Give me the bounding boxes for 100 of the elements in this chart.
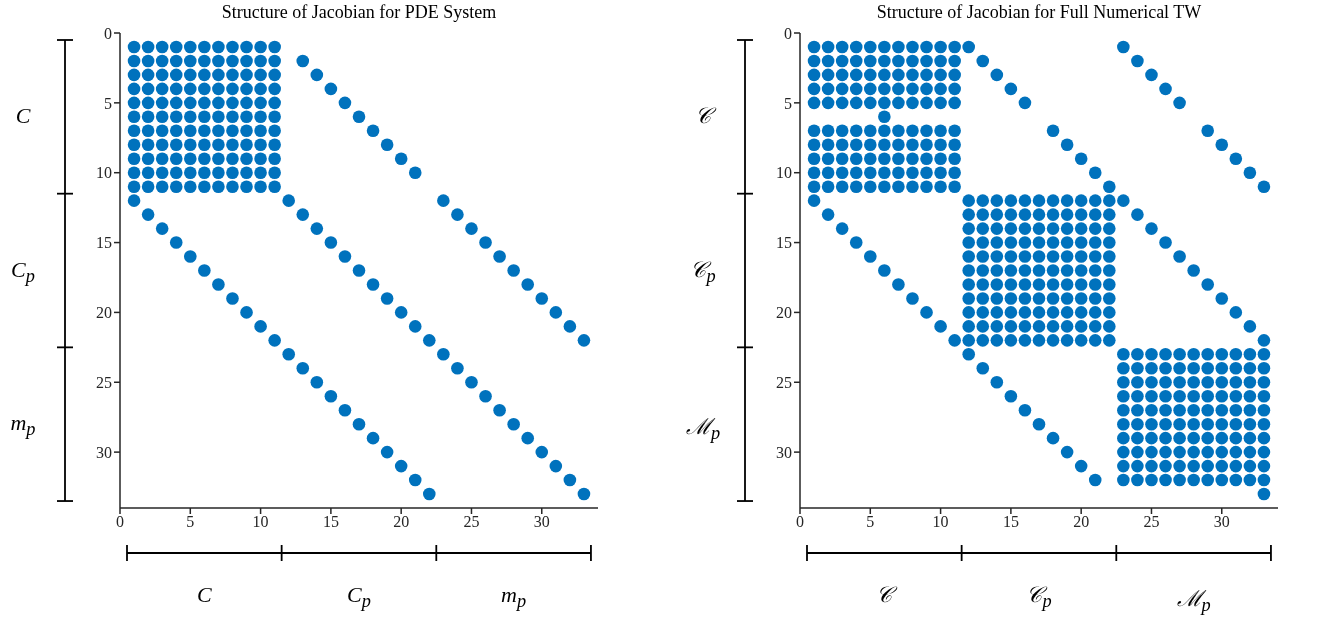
point — [1243, 166, 1257, 180]
point — [1018, 403, 1032, 417]
point — [1018, 96, 1032, 110]
x-tick-label: 20 — [1073, 513, 1090, 531]
point — [310, 222, 324, 235]
text: C — [196, 582, 213, 608]
point — [352, 417, 366, 431]
chart-title: Structure of Jacobian for Full Numerical TW — [875, 2, 1203, 23]
point — [451, 208, 464, 221]
x-tick-label: 0 — [116, 513, 124, 531]
point — [521, 431, 535, 445]
point — [1032, 417, 1046, 431]
point — [212, 278, 225, 291]
point — [1117, 40, 1130, 54]
point — [366, 124, 380, 138]
y-tick-label: 30 — [776, 443, 792, 461]
point — [577, 487, 591, 501]
point — [807, 194, 821, 207]
y-tick-label: 0 — [784, 24, 792, 42]
y-tick-label: 25 — [776, 373, 792, 391]
point — [962, 348, 976, 361]
point — [892, 278, 905, 291]
point — [408, 166, 422, 180]
point — [549, 459, 563, 473]
point — [934, 320, 947, 333]
point — [465, 222, 478, 235]
point — [1229, 152, 1243, 166]
y-tick-label: 15 — [96, 234, 112, 252]
point — [296, 54, 310, 68]
point — [878, 110, 891, 124]
point — [577, 334, 591, 347]
y-tick-label: 15 — [776, 234, 792, 252]
point — [1201, 124, 1215, 138]
point — [310, 68, 324, 82]
point — [863, 250, 877, 263]
y-tick-label: 5 — [784, 94, 792, 112]
point — [1173, 250, 1186, 263]
point — [451, 361, 464, 375]
point — [380, 138, 394, 152]
point — [1088, 473, 1102, 487]
point — [1074, 152, 1088, 166]
point — [352, 110, 366, 124]
x-tick-label: 30 — [533, 513, 550, 531]
point — [296, 208, 310, 221]
x-tick-label: 25 — [1143, 513, 1160, 531]
point — [324, 236, 338, 249]
point — [1074, 459, 1088, 473]
point — [849, 236, 863, 249]
y-tick-label: 10 — [96, 164, 112, 182]
point — [1131, 54, 1144, 68]
x-tick-label: 30 — [1213, 513, 1230, 531]
x-tick-label: 25 — [463, 513, 480, 531]
point — [835, 222, 849, 235]
point — [338, 403, 352, 417]
point — [479, 389, 492, 403]
point — [976, 54, 990, 68]
y-tick-label: 20 — [776, 304, 792, 322]
text: C — [14, 102, 32, 129]
text: 𝒞 — [875, 582, 899, 608]
text: C$_{p}$ — [346, 582, 372, 613]
point — [1060, 138, 1074, 152]
point — [155, 222, 169, 235]
y-tick-label: 20 — [96, 304, 112, 322]
point — [948, 334, 961, 347]
point — [338, 250, 352, 263]
point — [422, 334, 436, 347]
point — [962, 40, 976, 54]
x-tick-label: 5 — [186, 513, 195, 531]
point — [1046, 431, 1060, 445]
text: ℳ$_{p}$ — [684, 413, 722, 445]
point — [394, 306, 408, 319]
point — [1229, 306, 1243, 319]
point — [1201, 278, 1215, 291]
point — [198, 264, 211, 277]
point — [976, 361, 990, 375]
point — [1145, 222, 1158, 235]
point — [878, 264, 891, 277]
x-tick-label: 15 — [322, 513, 339, 531]
text: m$_{p}$ — [500, 582, 528, 613]
text: 𝒞$_{p}$ — [1025, 582, 1053, 613]
point — [282, 194, 296, 207]
point — [1257, 487, 1271, 501]
point — [1004, 389, 1018, 403]
point — [1243, 320, 1257, 333]
point — [1215, 292, 1229, 305]
point — [990, 68, 1004, 82]
point — [408, 473, 422, 487]
point — [920, 306, 933, 319]
point — [366, 278, 380, 291]
x-tick-label: 0 — [796, 513, 804, 531]
point — [380, 292, 394, 305]
x-tick-label: 15 — [1002, 513, 1019, 531]
point — [821, 208, 835, 221]
point — [352, 264, 366, 277]
y-tick-label: 10 — [776, 164, 792, 182]
point — [282, 348, 296, 361]
point — [479, 236, 492, 249]
point — [1173, 96, 1186, 110]
point — [408, 320, 422, 333]
point — [310, 375, 324, 389]
